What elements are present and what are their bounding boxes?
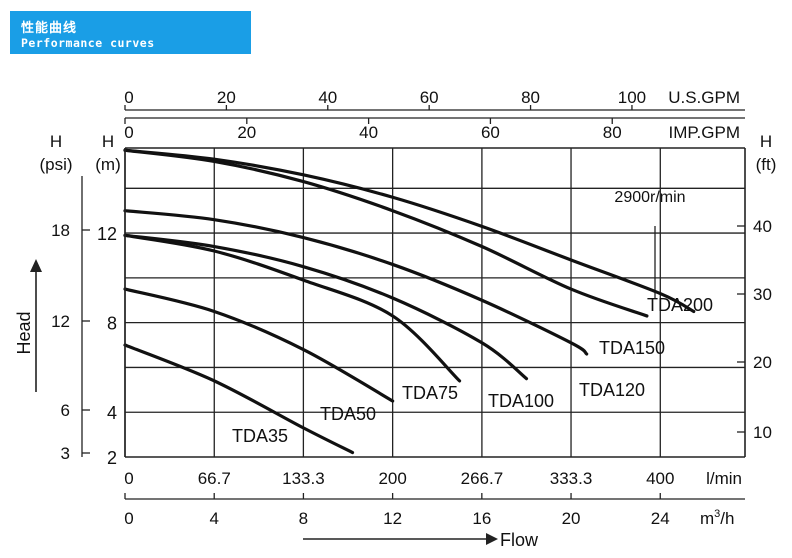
m-tick-label: 2 <box>107 448 117 468</box>
chart-grid <box>124 148 745 457</box>
curve-tda35 <box>123 343 355 455</box>
m3h-unit-sup: 3 <box>714 508 720 520</box>
psi-tick-label: 3 <box>61 444 70 463</box>
m3h-tick-label: 20 <box>562 509 581 528</box>
curve-tda120 <box>123 209 589 356</box>
usgpm-tick-label: 20 <box>217 88 236 107</box>
lmin-tick-label: 66.7 <box>198 469 231 488</box>
lmin-tick-label: 0 <box>124 469 133 488</box>
psi-tick-label: 6 <box>61 401 70 420</box>
series-label-tda50: TDA50 <box>320 404 376 424</box>
banner-title-en: Performance curves <box>21 36 155 50</box>
impgpm-tick-label: 80 <box>603 123 622 142</box>
series-label-tda35: TDA35 <box>232 426 288 446</box>
ft-axis-title: H <box>760 132 772 151</box>
flow-arrow-head <box>486 533 498 545</box>
curve-tda200 <box>123 148 696 314</box>
impgpm-tick-label: 40 <box>359 123 378 142</box>
ft-tick-label: 20 <box>753 353 772 372</box>
impgpm-tick-label: 20 <box>237 123 256 142</box>
lmin-unit-label: l/min <box>706 469 742 488</box>
head-axis-label: Head <box>14 311 34 354</box>
m3h-tick-label: 8 <box>299 509 308 528</box>
lmin-tick-label: 133.3 <box>282 469 325 488</box>
flow-axis-label: Flow <box>500 530 539 550</box>
chart-curves <box>123 148 696 455</box>
m3h-unit-label: m3/h <box>700 508 734 528</box>
ft-tick-label: 10 <box>753 423 772 442</box>
impgpm-unit-label: IMP.GPM <box>669 123 740 142</box>
impgpm-tick-label: 0 <box>124 123 133 142</box>
usgpm-tick-label: 40 <box>318 88 337 107</box>
chart-axes <box>30 105 746 545</box>
series-label-tda100: TDA100 <box>488 391 554 411</box>
lmin-tick-label: 400 <box>646 469 674 488</box>
impgpm-tick-label: 60 <box>481 123 500 142</box>
psi-axis-unit: (psi) <box>39 155 72 174</box>
usgpm-tick-label: 60 <box>420 88 439 107</box>
ft-axis-unit: (ft) <box>756 155 777 174</box>
series-label-tda75: TDA75 <box>402 383 458 403</box>
m-tick-label: 12 <box>97 224 117 244</box>
ft-tick-label: 30 <box>753 285 772 304</box>
usgpm-tick-label: 100 <box>618 88 646 107</box>
curve-tda100 <box>123 233 529 381</box>
m-axis-unit: (m) <box>95 155 120 174</box>
title-banner: 性能曲线 Performance curves <box>10 11 251 54</box>
psi-tick-label: 12 <box>51 312 70 331</box>
m3h-tick-label: 16 <box>472 509 491 528</box>
banner-title-zh: 性能曲线 <box>21 21 78 36</box>
m-tick-label: 8 <box>107 314 117 334</box>
lmin-tick-label: 333.3 <box>550 469 593 488</box>
head-arrow-head <box>30 259 42 272</box>
curve-tda50 <box>123 287 395 403</box>
psi-axis-title: H <box>50 132 62 151</box>
ft-tick-label: 40 <box>753 217 772 236</box>
series-label-tda120: TDA120 <box>579 380 645 400</box>
m3h-tick-label: 0 <box>124 509 133 528</box>
usgpm-tick-label: 80 <box>521 88 540 107</box>
m3h-tick-label: 24 <box>651 509 670 528</box>
usgpm-tick-label: 0 <box>124 88 133 107</box>
m-axis-title: H <box>102 132 114 151</box>
usgpm-unit-label: U.S.GPM <box>668 88 740 107</box>
m3h-unit-base: m <box>700 509 714 528</box>
psi-tick-label: 18 <box>51 221 70 240</box>
series-label-tda150: TDA150 <box>599 338 665 358</box>
speed-annotation: 2900r/min <box>614 189 685 206</box>
curve-tda150 <box>123 148 649 318</box>
m3h-unit-tail: /h <box>720 509 734 528</box>
lmin-tick-label: 200 <box>378 469 406 488</box>
series-label-tda200: TDA200 <box>647 295 713 315</box>
m3h-tick-label: 4 <box>209 509 218 528</box>
lmin-tick-label: 266.7 <box>461 469 504 488</box>
m3h-tick-label: 12 <box>383 509 402 528</box>
m-tick-label: 4 <box>107 403 117 423</box>
curve-tda75 <box>123 233 462 383</box>
